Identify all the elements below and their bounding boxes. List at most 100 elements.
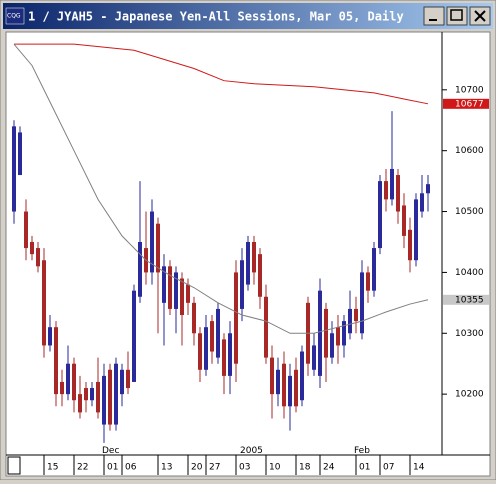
candle-body [156, 223, 160, 273]
candle-body [330, 333, 334, 358]
candle-body [24, 211, 28, 249]
last-value-tag [443, 294, 489, 305]
candle-body [408, 229, 412, 261]
y-tick-label: 10200 [455, 390, 484, 400]
close-button[interactable] [469, 6, 491, 26]
corner-box [7, 456, 21, 475]
candle-body [114, 363, 118, 425]
candle-body [390, 168, 394, 200]
app-icon [5, 7, 25, 25]
candle-body [78, 394, 82, 413]
y-tick-label: 10500 [455, 207, 484, 217]
candle-body [186, 284, 190, 303]
x-tick-label: 01 [107, 463, 118, 473]
candle-body [396, 175, 400, 212]
candle-body [252, 241, 256, 273]
x-tick-label: 14 [413, 463, 425, 473]
candle-body [90, 388, 94, 401]
x-tick-label: 03 [239, 463, 250, 473]
candle-body [204, 327, 208, 370]
last-value-label: 10355 [455, 295, 484, 305]
candle-body [132, 290, 136, 382]
title-bar [3, 3, 493, 29]
candle-body [348, 308, 352, 334]
candle-body [258, 254, 262, 297]
candle-body [276, 369, 280, 395]
x-tick-label: 24 [323, 463, 335, 473]
x-tick-label: 10 [269, 463, 281, 473]
candle-body [420, 193, 424, 212]
candle-body [270, 357, 274, 395]
candle-body [318, 290, 322, 376]
candle-body [162, 266, 166, 303]
candle-body [426, 184, 430, 194]
minimize-button[interactable] [423, 6, 445, 26]
candle-body [324, 308, 328, 358]
candle-body [12, 126, 16, 212]
x-tick-label: 06 [125, 463, 137, 473]
candle-body [198, 333, 202, 370]
x-period-label: 2005 [240, 446, 263, 456]
app-icon-text: CQG [7, 13, 21, 20]
candle-body [414, 199, 418, 261]
maximize-button[interactable] [446, 6, 468, 26]
candle-body [372, 248, 376, 291]
candle-body [126, 369, 130, 389]
candle-body [120, 369, 124, 395]
x-tick-label: 13 [161, 463, 172, 473]
moving-average-line [13, 43, 429, 334]
candle-body [168, 266, 172, 309]
candle-body [354, 308, 358, 322]
candle-body [342, 321, 346, 346]
candle-body [366, 272, 370, 291]
x-tick-label: 22 [77, 463, 88, 473]
x-tick-label: 01 [359, 463, 370, 473]
candle-body [60, 381, 64, 395]
candle-body [42, 260, 46, 346]
moving-average-line [14, 43, 429, 105]
x-period-label: Dec [102, 446, 119, 456]
candle-body [210, 321, 214, 352]
candle-body [72, 363, 76, 401]
y-tick-label: 10300 [455, 329, 484, 339]
candle-body [240, 260, 244, 309]
candle-body [150, 211, 154, 273]
candle-body [222, 339, 226, 376]
x-tick-label: 18 [299, 463, 311, 473]
candle-body [234, 272, 238, 364]
candle-body [108, 369, 112, 425]
candle-body [54, 327, 58, 395]
candle-body [216, 308, 220, 358]
candle-body [336, 327, 340, 346]
last-value-tag [443, 98, 489, 109]
x-tick-label: 07 [383, 463, 394, 473]
x-tick-label: 15 [47, 463, 58, 473]
candle-body [174, 272, 178, 309]
candle-body [84, 388, 88, 401]
candle-body [138, 241, 142, 297]
candle-body [246, 241, 250, 285]
candle-body [294, 369, 298, 407]
candle-body [264, 296, 268, 358]
candle-body [228, 333, 232, 376]
candle-body [312, 345, 316, 370]
x-tick-label: 27 [209, 463, 220, 473]
candle-body [180, 278, 184, 316]
candle-body [288, 375, 292, 407]
candle-body [378, 181, 382, 249]
candle-body [300, 351, 304, 401]
y-tick-label: 10600 [455, 146, 484, 156]
candle-body [384, 181, 388, 200]
candle-body [102, 375, 106, 425]
candle-body [30, 241, 34, 255]
candle-body [192, 302, 196, 334]
window-title: 1 / JYAH5 - Japanese Yen-All Sessions, M… [28, 10, 404, 24]
candle-body [282, 363, 286, 407]
candle-body [48, 327, 52, 346]
x-tick-label: 20 [191, 463, 203, 473]
y-tick-label: 10400 [455, 268, 484, 278]
last-value-label: 10677 [455, 99, 484, 109]
candle-body [36, 248, 40, 267]
